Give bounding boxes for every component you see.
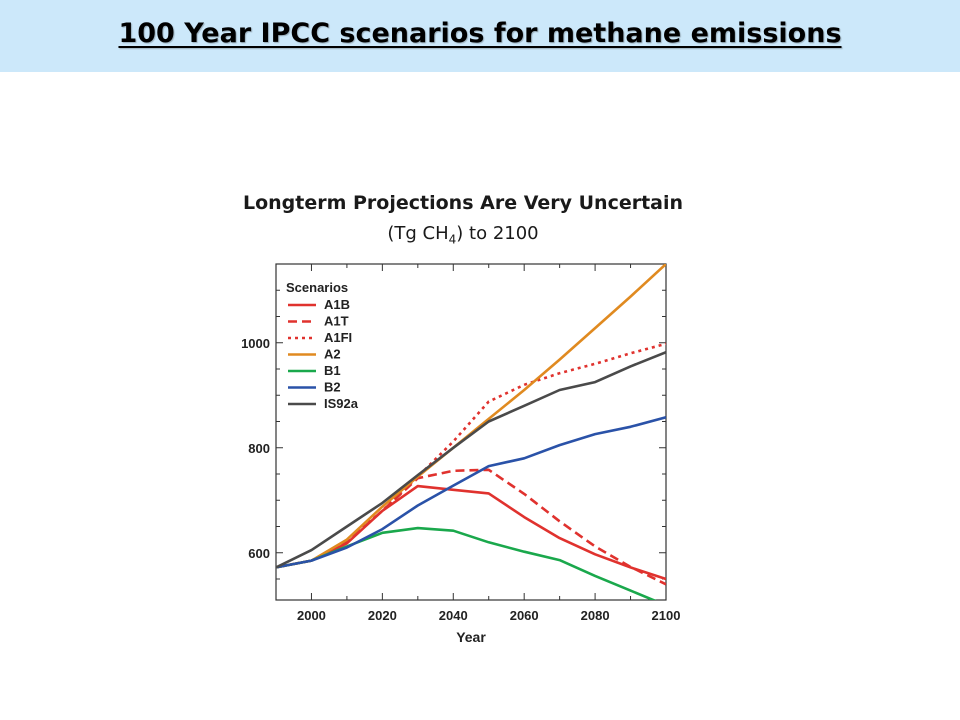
y-tick-label: 1000 (241, 336, 270, 351)
series-line-b1 (276, 526, 657, 600)
legend-label-a1fi: A1FI (324, 330, 352, 345)
legend-label-is92a: IS92a (324, 396, 359, 411)
x-tick-label: 2060 (510, 608, 539, 623)
legend-title: Scenarios (286, 280, 348, 295)
legend-label-b2: B2 (324, 380, 341, 395)
plot-frame (275, 263, 667, 601)
legend-label-a1t: A1T (324, 314, 349, 329)
chart-units: (Tg CH4) to 2100 (0, 223, 926, 247)
y-tick-label: 800 (248, 441, 270, 456)
legend-label-b1: B1 (324, 363, 341, 378)
units-suffix: ) to 2100 (456, 223, 539, 244)
series-line-a1b (276, 484, 666, 581)
chart-heading: Longterm Projections Are Very Uncertain (242, 192, 684, 214)
x-tick-label: 2100 (652, 608, 681, 623)
y-tick-label: 600 (248, 546, 270, 561)
title-banner: 100 Year IPCC scenarios for methane emis… (0, 0, 960, 72)
x-axis-label: Year (456, 629, 486, 645)
series-line-is92a (276, 350, 666, 569)
x-tick-label: 2040 (439, 608, 468, 623)
x-tick-label: 2020 (368, 608, 397, 623)
legend-label-a1b: A1B (324, 297, 350, 312)
x-tick-label: 2000 (297, 608, 326, 623)
x-tick-label: 2080 (581, 608, 610, 623)
series-line-b2 (276, 416, 666, 569)
legend-label-a2: A2 (324, 347, 341, 362)
slide-title: 100 Year IPCC scenarios for methane emis… (118, 18, 842, 49)
methane-scenarios-chart: 2000 2020 2040 2060 2080 2100 600 800 1000 Year Sc… (241, 263, 681, 645)
series-line-a1t (276, 468, 666, 586)
units-prefix: (Tg CH (387, 223, 449, 244)
units-subscript: 4 (448, 232, 457, 247)
